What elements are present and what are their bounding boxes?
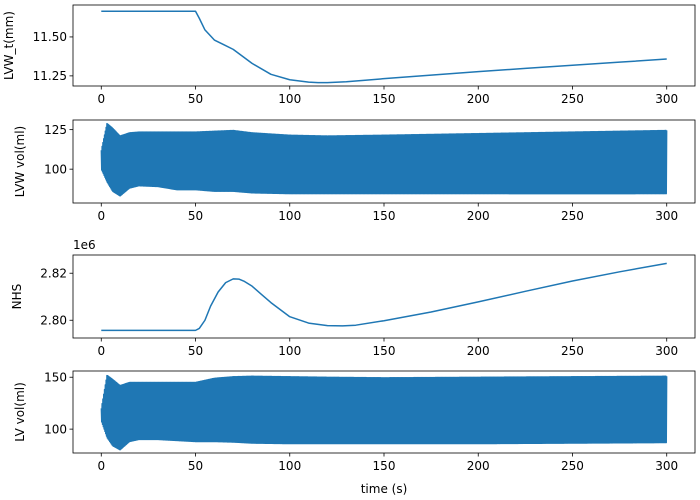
y-tick-label: 11.50 [33,30,67,44]
x-tick-label: 200 [467,209,490,223]
x-tick-label: 200 [467,459,490,473]
x-tick-label: 50 [188,92,203,106]
x-tick-label: 50 [188,209,203,223]
x-tick-label: 300 [655,344,678,358]
x-tick-label: 50 [188,344,203,358]
y-tick-label: 100 [44,162,67,176]
y-tick-label: 100 [44,422,67,436]
x-tick-label: 300 [655,459,678,473]
x-tick-label: 250 [561,209,584,223]
series-line [101,10,667,84]
panel-4: 0 50 100 150 200 250 300 100 150 LV vol(ml) time (… [13,371,696,496]
series-group [100,374,668,451]
y-tick-label: 11.25 [33,69,67,83]
y-axis-label: NHS [10,284,24,310]
x-axis-label: time (s) [361,482,408,496]
x-tick-label: 0 [97,459,105,473]
series-line [100,122,668,197]
series-group [101,262,667,332]
y-tick-label: 125 [44,123,67,137]
x-tick-label: 0 [97,92,105,106]
x-tick-label: 100 [278,209,301,223]
panel-3: 0 50 100 150 200 250 300 2.80 2.82 NHS 1e6 [10,238,696,358]
x-tick-label: 300 [655,92,678,106]
x-tick-label: 100 [278,92,301,106]
x-tick-label: 200 [467,344,490,358]
x-tick-label: 150 [373,209,396,223]
x-tick-label: 0 [97,344,105,358]
x-tick-label: 50 [188,459,203,473]
x-tick-label: 100 [278,459,301,473]
x-tick-label: 150 [373,459,396,473]
axes-frame [72,4,696,87]
y-axis-label: LVW_t(mm) [2,11,16,80]
y-tick-label: 2.82 [40,267,67,281]
series-line [100,374,668,451]
x-tick-label: 250 [561,92,584,106]
panel-1: 0 50 100 150 200 250 300 11.25 11.50 LVW_t(mm) [2,4,696,106]
series-group [100,122,668,197]
offset-label: 1e6 [73,238,96,252]
y-tick-label: 2.80 [40,314,67,328]
y-axis-label: LV vol(ml) [13,382,27,442]
y-axis-label: LVW vol(ml) [13,126,27,197]
axes-frame [72,254,696,339]
x-tick-label: 100 [278,344,301,358]
panel-2: 0 50 100 150 200 250 300 100 125 LVW vol(ml) [13,119,696,223]
y-tick-label: 150 [44,371,67,385]
x-tick-label: 300 [655,209,678,223]
x-tick-label: 150 [373,344,396,358]
x-tick-label: 250 [561,459,584,473]
series-group [101,10,667,84]
x-tick-label: 250 [561,344,584,358]
x-tick-label: 150 [373,92,396,106]
x-tick-label: 200 [467,92,490,106]
series-line [101,262,667,332]
x-tick-label: 0 [97,209,105,223]
